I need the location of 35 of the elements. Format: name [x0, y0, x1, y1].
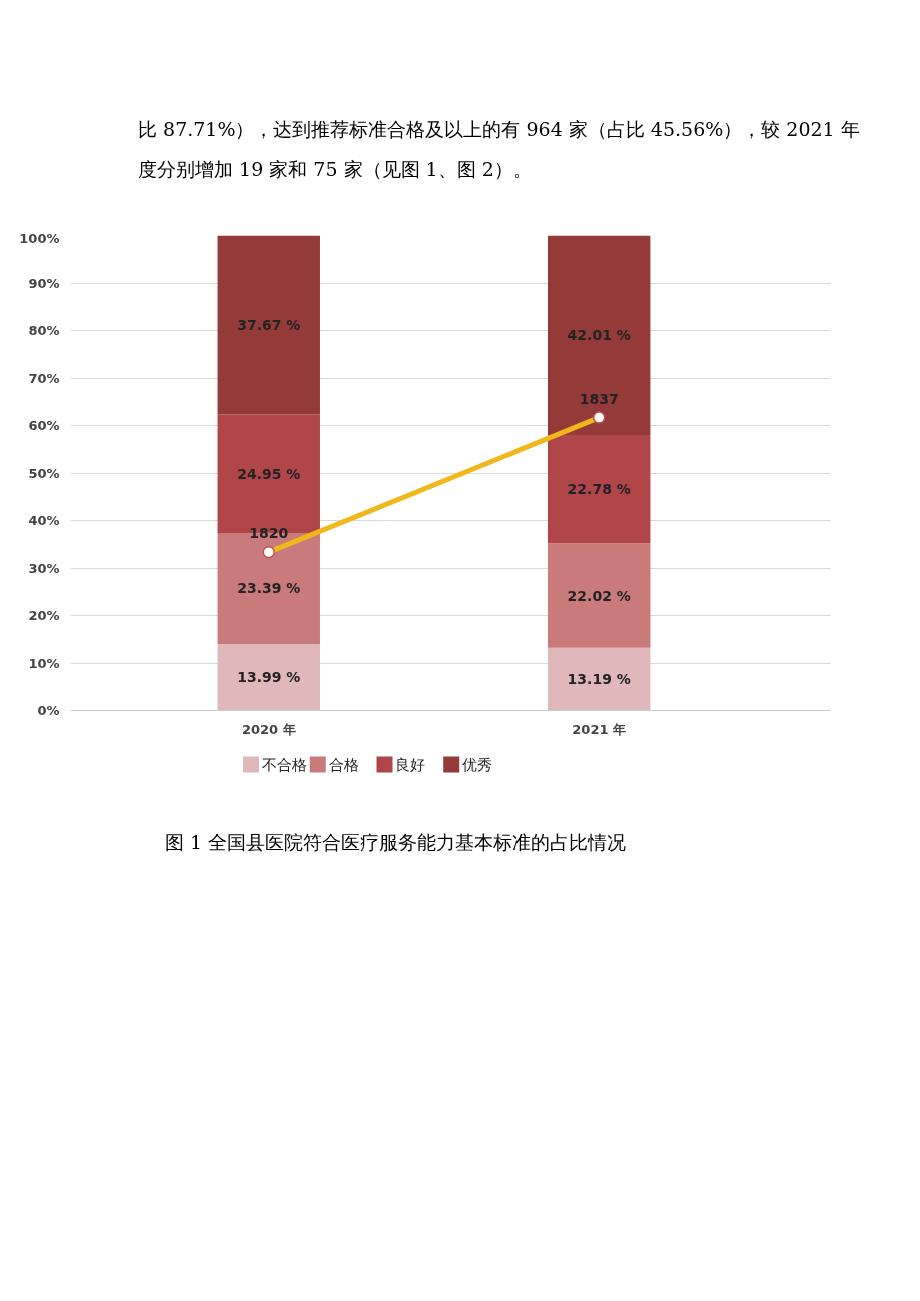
data-label: 42.01 %: [567, 327, 631, 344]
data-label: 22.78 %: [567, 480, 631, 497]
legend-label: 合格: [328, 755, 359, 774]
y-tick-label: 10%: [28, 655, 60, 671]
bar: [547, 647, 651, 711]
bar: [217, 643, 320, 711]
y-tick-label: 100%: [19, 230, 60, 246]
data-label: 37.67 %: [237, 316, 301, 333]
data-label: 13.99 %: [237, 669, 301, 686]
y-tick-label: 80%: [28, 322, 60, 338]
bar: [547, 543, 651, 648]
y-tick-label: 60%: [28, 417, 60, 433]
bar: [217, 235, 320, 415]
y-tick-label: 0%: [37, 702, 60, 718]
y-tick-label: 20%: [28, 607, 60, 623]
x-tick-label: 2021 年: [572, 721, 627, 737]
data-label: 13.19 %: [567, 670, 631, 687]
legend-label: 不合格: [262, 755, 308, 774]
data-label: 22.02 %: [567, 587, 631, 604]
bar: [547, 235, 651, 435]
y-tick-label: 70%: [28, 370, 60, 386]
data-label: 1837: [579, 390, 619, 407]
y-tick-label: 30%: [28, 560, 60, 576]
data-label: 24.95 %: [237, 465, 301, 482]
data-label: 23.39 %: [237, 580, 301, 597]
x-tick-label: 2020 年: [241, 721, 296, 737]
text: 比 87.71%），达到推荐标准合格及以上的有 964 家（占比 45.56%），较 2021 年度分别增加 19 家和 75 家（见图 1、图 2）。: [138, 117, 861, 182]
y-tick-label: 50%: [28, 465, 60, 481]
legend-label: 良好: [395, 755, 426, 774]
data-label: 1820: [249, 524, 289, 541]
caption: 图 1 全国县医院符合医疗服务能力基本标准的占比情况: [165, 829, 627, 855]
y-tick-label: 90%: [28, 275, 60, 291]
bar: [547, 434, 651, 544]
legend-label: 优秀: [462, 755, 493, 774]
y-tick-label: 40%: [28, 512, 60, 528]
